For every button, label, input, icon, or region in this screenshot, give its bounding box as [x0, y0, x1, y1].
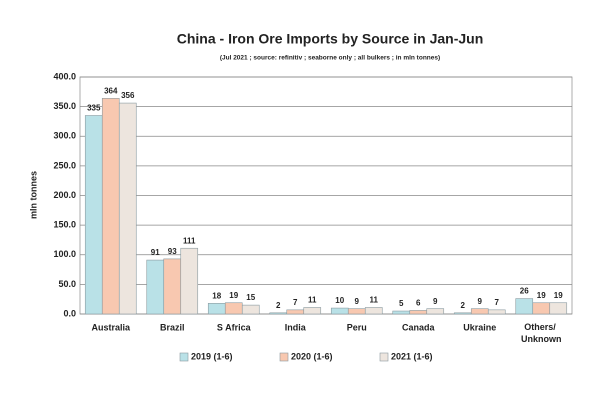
bar: [118, 102, 137, 315]
value-label: 7: [495, 298, 500, 307]
value-label: 2: [461, 301, 466, 310]
bar: [409, 310, 428, 315]
value-label: 6: [416, 299, 421, 308]
bar: [303, 307, 322, 315]
bar: [269, 312, 288, 315]
bar: [207, 303, 226, 315]
bar: [549, 302, 568, 315]
value-label: 5: [399, 299, 404, 308]
bar: [180, 247, 199, 315]
y-axis-label: mln tonnes: [28, 171, 38, 219]
y-tick-label: 250.0: [53, 160, 76, 170]
bar: [286, 309, 305, 315]
x-tick-label: Australia: [91, 322, 131, 332]
bar: [163, 258, 182, 315]
bar: [330, 307, 349, 315]
value-label: 7: [293, 298, 298, 307]
bar: [515, 298, 534, 315]
y-tick-label: 50.0: [58, 279, 76, 289]
bar: [392, 310, 411, 315]
x-tick-label: Others/ Unknown: [521, 322, 562, 344]
value-label: 18: [212, 291, 221, 300]
legend-label: 2020 (1-6): [291, 351, 333, 361]
value-label: 111: [183, 236, 196, 245]
y-tick-label: 350.0: [53, 101, 76, 111]
legend-swatch: [279, 352, 289, 362]
value-label: 19: [537, 291, 546, 300]
value-label: 93: [168, 247, 177, 256]
x-tick-label: S Africa: [217, 322, 252, 332]
value-label: 9: [478, 297, 483, 306]
bar: [347, 308, 366, 315]
x-tick-label: Peru: [347, 322, 367, 332]
bar: [84, 115, 103, 315]
y-tick-label: 0.0: [63, 308, 76, 318]
chart-subtitle: (Jul 2021 ; source: refinitiv ; seaborne…: [220, 55, 440, 62]
x-tick-label: Ukraine: [463, 322, 496, 332]
legend-swatch: [179, 352, 189, 362]
x-tick-label: Canada: [402, 322, 436, 332]
x-tick-label: India: [285, 322, 307, 332]
bar: [364, 307, 383, 315]
value-label: 9: [433, 297, 438, 306]
bar: [487, 309, 506, 315]
y-tick-label: 300.0: [53, 131, 76, 141]
value-label: 10: [335, 296, 344, 305]
value-label: 91: [151, 248, 160, 257]
value-label: 335: [87, 104, 101, 113]
bar: [101, 98, 120, 315]
bar: [146, 259, 165, 315]
value-label: 19: [229, 291, 238, 300]
value-label: 11: [308, 296, 317, 305]
value-label: 19: [554, 291, 563, 300]
y-tick-label: 150.0: [53, 220, 76, 230]
legend-label: 2019 (1-6): [191, 351, 233, 361]
bar: [426, 308, 445, 315]
value-label: 9: [355, 297, 360, 306]
legend-label: 2021 (1-6): [391, 351, 433, 361]
y-tick-label: 100.0: [53, 249, 76, 259]
bar: [532, 302, 551, 315]
value-label: 2: [276, 301, 281, 310]
bar: [453, 312, 472, 315]
value-label: 11: [370, 296, 379, 305]
x-tick-label: Brazil: [160, 322, 185, 332]
chart-title: China - Iron Ore Imports by Source in Ja…: [177, 31, 484, 47]
y-tick-label: 200.0: [53, 190, 76, 200]
bar: [241, 304, 260, 315]
value-label: 356: [121, 91, 135, 100]
bar: [224, 302, 243, 315]
value-label: 15: [246, 293, 255, 302]
value-label: 26: [520, 287, 529, 296]
legend-swatch: [379, 352, 389, 362]
value-label: 364: [104, 86, 118, 95]
bar: [470, 308, 489, 315]
y-tick-label: 400.0: [53, 71, 76, 81]
